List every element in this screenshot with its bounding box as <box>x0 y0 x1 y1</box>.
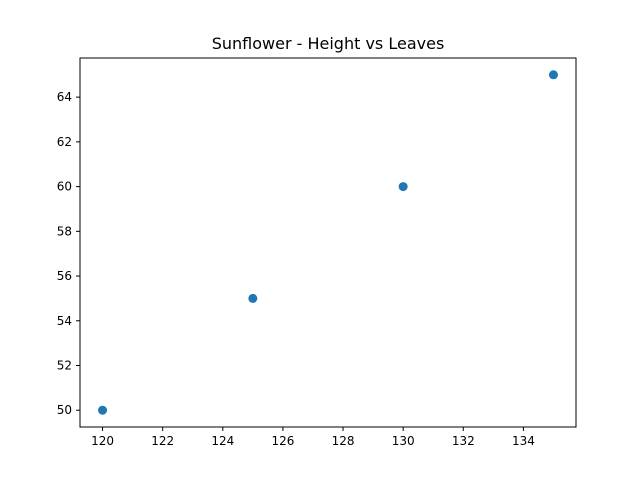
scatter-point <box>98 405 108 415</box>
x-tick-label: 130 <box>392 434 415 448</box>
x-tick-label: 126 <box>271 434 294 448</box>
plot-frame <box>79 57 577 428</box>
x-tick-label: 120 <box>91 434 114 448</box>
chart-title: Sunflower - Height vs Leaves <box>212 34 445 53</box>
y-tick-label: 58 <box>57 224 72 238</box>
y-tick-label: 56 <box>57 269 72 283</box>
y-axis-ticks: 50 52 54 56 58 60 62 64 <box>57 90 80 417</box>
x-tick-label: 124 <box>211 434 234 448</box>
x-axis-ticks: 120 122 124 126 128 130 132 134 <box>91 427 535 448</box>
y-tick-label: 50 <box>57 403 72 417</box>
x-tick-label: 134 <box>512 434 535 448</box>
y-tick-label: 62 <box>57 135 72 149</box>
scatter-point <box>248 293 258 303</box>
data-points <box>98 70 558 415</box>
y-tick-label: 64 <box>57 90 72 104</box>
scatter-point <box>548 70 558 80</box>
x-tick-label: 122 <box>151 434 174 448</box>
y-tick-label: 54 <box>57 314 72 328</box>
x-tick-label: 132 <box>452 434 475 448</box>
y-tick-label: 52 <box>57 359 72 373</box>
scatter-point <box>398 182 408 192</box>
x-tick-label: 128 <box>332 434 355 448</box>
y-tick-label: 60 <box>57 180 72 194</box>
